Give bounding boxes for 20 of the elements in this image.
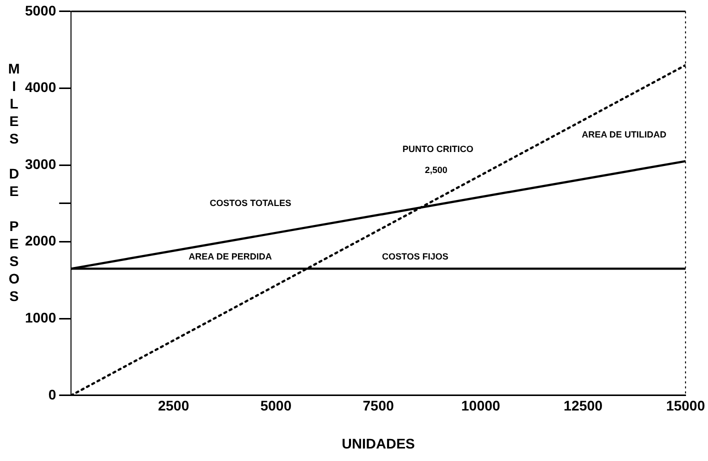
- y-tick-label: 2000: [24, 232, 56, 249]
- annotation: COSTOS TOTALES: [210, 198, 292, 208]
- annotation: AREA DE PERDIDA: [188, 252, 272, 262]
- y-tick-label: 1000: [24, 309, 56, 326]
- x-tick-label: 5000: [260, 398, 292, 414]
- y-tick-label: 4000: [24, 79, 56, 96]
- x-axis-title: UNIDADES: [342, 435, 415, 452]
- y-tick-label: 5000: [24, 2, 56, 18]
- x-tick-label: 12500: [564, 398, 603, 414]
- annotation: AREA DE UTILIDAD: [582, 130, 667, 140]
- x-tick-label: 2500: [158, 398, 190, 414]
- text: MILES DE PESOS: [8, 60, 20, 304]
- y-tick-label: 0: [48, 386, 56, 402]
- annotation: PUNTO CRITICO: [402, 144, 474, 154]
- annotation: 2,500: [424, 165, 448, 176]
- y-tick-label: 3000: [24, 156, 56, 172]
- annotation: COSTOS FIJOS: [382, 252, 448, 262]
- x-tick-label: 15000: [666, 398, 706, 414]
- x-tick-label: 10000: [461, 398, 500, 414]
- x-tick-label: 7500: [362, 398, 394, 414]
